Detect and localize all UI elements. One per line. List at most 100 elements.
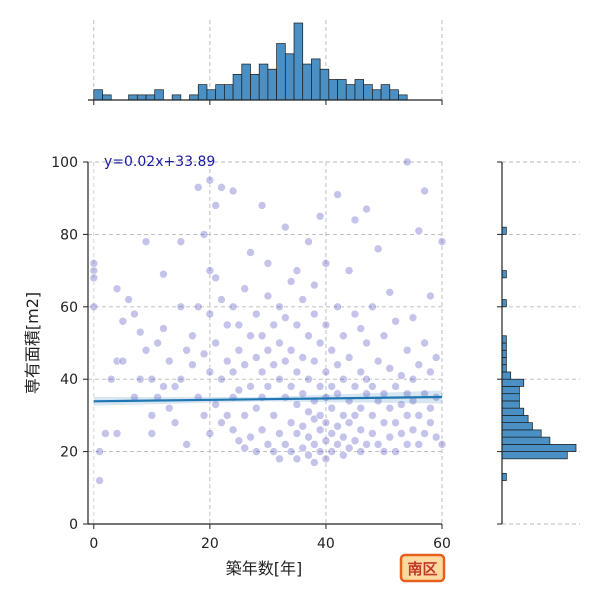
- scatter-point: [292, 320, 302, 330]
- y-tick-label: 0: [69, 517, 78, 533]
- top-hist-bar: [380, 84, 391, 101]
- scatter-point: [327, 403, 337, 413]
- scatter-point: [321, 436, 331, 446]
- scatter-point: [234, 436, 244, 446]
- scatter-point: [420, 429, 429, 438]
- scatter-point: [281, 222, 290, 232]
- scatter-point: [159, 269, 168, 279]
- scatter-point: [164, 356, 174, 366]
- scatter-point: [350, 411, 360, 420]
- scatter-point: [356, 324, 366, 333]
- right-hist-bar: [501, 386, 520, 395]
- scatter-point: [333, 440, 342, 449]
- top-hist-bar: [171, 94, 182, 101]
- scatter-point: [310, 309, 319, 319]
- scatter-point: [228, 186, 238, 196]
- scatter-point: [344, 353, 354, 362]
- x-axis-label: 築年数[年]: [226, 559, 303, 578]
- scatter-point: [176, 374, 186, 384]
- scatter-points: [89, 157, 447, 485]
- scatter-point: [217, 374, 226, 384]
- scatter-point: [356, 403, 366, 413]
- top-histogram-bars: [93, 22, 408, 101]
- scatter-point: [188, 331, 197, 341]
- right-hist-bar: [501, 472, 507, 481]
- area-badge-label: 南区: [407, 560, 437, 578]
- scatter-point: [170, 382, 180, 391]
- scatter-point: [356, 425, 366, 435]
- scatter-point: [321, 259, 331, 268]
- scatter-point: [350, 215, 360, 225]
- scatter-point: [339, 374, 348, 384]
- scatter-point: [373, 356, 383, 366]
- scatter-point: [356, 367, 366, 377]
- scatter-point: [362, 440, 371, 449]
- scatter-point: [402, 345, 412, 355]
- scatter-point: [281, 440, 290, 449]
- main-grid: [88, 161, 443, 524]
- scatter-point: [170, 418, 180, 427]
- scatter-point: [321, 454, 331, 464]
- scatter-point: [292, 429, 302, 438]
- scatter-point: [275, 374, 284, 384]
- scatter-point: [234, 320, 244, 330]
- scatter-point: [426, 403, 435, 413]
- scatter-point: [222, 411, 232, 420]
- regression-line-group: [93, 390, 443, 406]
- scatter-point: [408, 313, 418, 322]
- regression-equation: y=0.02x+33.89: [104, 154, 215, 170]
- scatter-point: [402, 411, 412, 420]
- scatter-point: [263, 345, 273, 355]
- y-tick-label: 80: [60, 227, 78, 243]
- scatter-point: [269, 447, 279, 456]
- regression-line: [93, 395, 443, 403]
- y-tick-label: 60: [60, 300, 78, 316]
- scatter-point: [373, 440, 383, 449]
- right-hist-bar: [501, 393, 520, 402]
- scatter-point: [164, 403, 174, 413]
- scatter-point: [257, 201, 267, 210]
- scatter-point: [176, 237, 186, 246]
- top-hist-bar: [319, 68, 330, 101]
- scatter-point: [246, 331, 255, 341]
- top-histogram: [88, 20, 443, 105]
- scatter-point: [321, 320, 331, 330]
- top-hist-bar: [232, 73, 243, 101]
- scatter-point: [304, 374, 313, 384]
- scatter-point: [257, 367, 267, 377]
- scatter-point: [222, 320, 232, 330]
- x-tick-label: 20: [201, 536, 219, 552]
- right-hist-bar: [501, 299, 507, 308]
- scatter-point: [391, 382, 400, 391]
- scatter-point: [420, 186, 429, 196]
- top-hist-bar: [206, 89, 217, 101]
- scatter-point: [304, 407, 313, 417]
- top-hist-bar: [363, 84, 373, 101]
- top-hist-bar: [345, 84, 356, 101]
- scatter-point: [205, 367, 215, 377]
- y-tick-label: 40: [60, 372, 78, 388]
- scatter-point: [437, 440, 447, 449]
- scatter-point: [147, 411, 157, 420]
- y-tick-label: 100: [51, 155, 78, 171]
- scatter-point: [310, 440, 319, 449]
- scatter-point: [89, 302, 99, 312]
- scatter-point: [269, 360, 279, 370]
- scatter-point: [426, 418, 435, 427]
- scatter-point: [188, 360, 197, 370]
- scatter-point: [211, 273, 220, 283]
- scatter-point: [286, 277, 296, 286]
- scatter-point: [199, 230, 209, 239]
- scatter-point: [286, 447, 296, 456]
- right-hist-bar: [501, 335, 507, 344]
- scatter-point: [339, 432, 348, 442]
- scatter-point: [292, 367, 302, 377]
- scatter-point: [414, 226, 424, 236]
- scatter-point: [112, 429, 122, 438]
- scatter-point: [379, 418, 389, 427]
- scatter-point: [379, 447, 389, 456]
- right-hist-bar: [501, 415, 529, 423]
- scatter-point: [246, 382, 255, 391]
- scatter-point: [217, 183, 226, 192]
- top-hist-bar: [284, 53, 295, 101]
